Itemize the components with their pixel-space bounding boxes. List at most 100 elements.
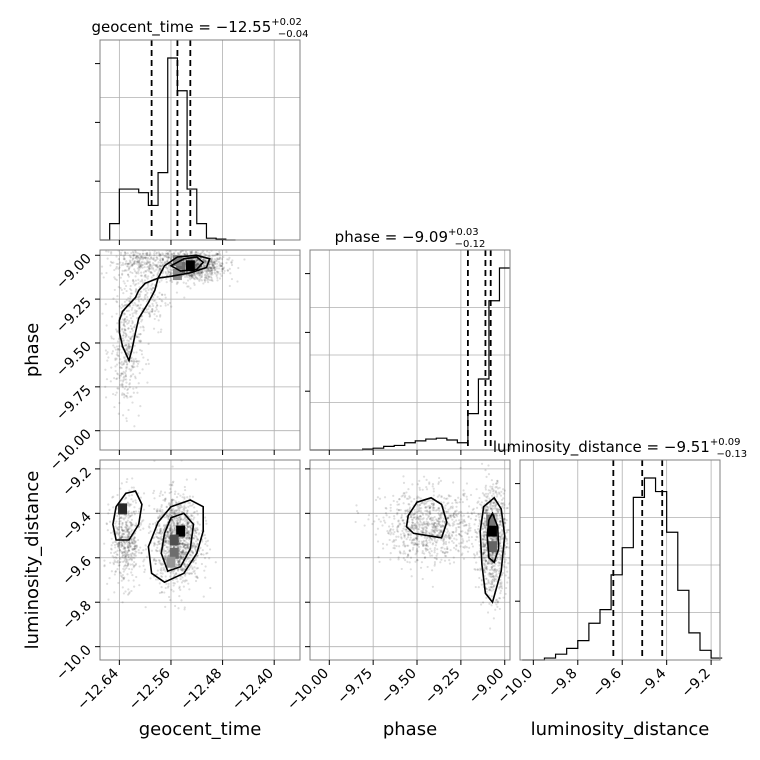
contour bbox=[112, 490, 143, 541]
sample-point bbox=[132, 282, 135, 285]
sample-point bbox=[115, 561, 118, 564]
sample-point bbox=[132, 373, 135, 376]
sample-point bbox=[497, 518, 500, 521]
sample-point bbox=[158, 542, 162, 545]
sample-point bbox=[422, 527, 425, 530]
sample-point bbox=[462, 539, 465, 543]
sample-point bbox=[209, 269, 212, 272]
sample-point bbox=[492, 585, 495, 588]
sample-point bbox=[114, 277, 117, 281]
sample-point bbox=[149, 287, 152, 290]
sample-point bbox=[169, 528, 172, 531]
sample-point bbox=[127, 343, 130, 346]
sample-point bbox=[419, 530, 423, 533]
sample-point bbox=[204, 260, 207, 264]
sample-point bbox=[481, 538, 484, 541]
sample-point bbox=[432, 506, 435, 509]
sample-point bbox=[114, 546, 117, 549]
sample-point bbox=[132, 332, 135, 335]
sample-point bbox=[190, 515, 193, 518]
sample-point bbox=[496, 493, 499, 496]
sample-point bbox=[150, 549, 154, 552]
sample-point bbox=[108, 577, 111, 580]
sample-point bbox=[169, 527, 172, 530]
sample-point bbox=[484, 509, 488, 513]
sample-point bbox=[157, 310, 160, 313]
sample-point bbox=[426, 541, 429, 544]
sample-point bbox=[488, 568, 492, 572]
sample-point bbox=[121, 380, 125, 383]
sample-point bbox=[467, 529, 470, 532]
sample-point bbox=[123, 303, 127, 307]
sample-point bbox=[482, 534, 485, 538]
sample-point bbox=[398, 522, 401, 525]
sample-point bbox=[177, 563, 180, 566]
sample-point bbox=[459, 521, 463, 524]
sample-point bbox=[186, 545, 189, 548]
sample-point bbox=[432, 524, 436, 527]
sample-point bbox=[158, 524, 161, 528]
sample-point bbox=[213, 254, 217, 257]
sample-point bbox=[196, 538, 199, 541]
sample-point bbox=[176, 522, 180, 525]
sample-point bbox=[203, 253, 207, 256]
sample-point bbox=[407, 553, 410, 556]
sample-point bbox=[142, 564, 145, 567]
sample-point bbox=[126, 553, 129, 556]
sample-point bbox=[135, 305, 138, 308]
sample-point bbox=[164, 270, 167, 274]
sample-point bbox=[157, 271, 160, 274]
sample-point bbox=[225, 250, 228, 254]
sample-point bbox=[196, 567, 200, 570]
sample-point bbox=[103, 559, 106, 562]
sample-point bbox=[163, 541, 167, 544]
sample-point bbox=[121, 552, 124, 555]
sample-point bbox=[203, 274, 207, 277]
sample-point bbox=[169, 271, 172, 274]
sample-point bbox=[433, 525, 436, 528]
sample-point bbox=[166, 530, 170, 534]
sample-point bbox=[133, 536, 136, 539]
sample-point bbox=[119, 557, 122, 561]
sample-point bbox=[151, 267, 155, 270]
sample-point bbox=[131, 541, 134, 544]
sample-point bbox=[425, 520, 428, 523]
sample-point bbox=[138, 525, 141, 528]
sample-point bbox=[180, 510, 183, 513]
sample-point bbox=[167, 582, 170, 585]
sample-point bbox=[213, 260, 216, 264]
sample-point bbox=[188, 530, 191, 533]
sample-point bbox=[177, 561, 180, 564]
sample-point bbox=[169, 256, 172, 259]
sample-point bbox=[128, 347, 131, 350]
sample-point bbox=[195, 264, 198, 267]
sample-point bbox=[110, 548, 113, 551]
sample-point bbox=[163, 499, 167, 503]
sample-point bbox=[133, 268, 136, 271]
sample-point bbox=[482, 544, 485, 547]
sample-point bbox=[197, 533, 200, 536]
sample-point bbox=[499, 535, 502, 538]
sample-point bbox=[118, 543, 121, 546]
sample-point bbox=[193, 572, 197, 575]
sample-point bbox=[110, 544, 113, 547]
sample-point bbox=[166, 266, 169, 270]
sample-point bbox=[488, 497, 491, 500]
sample-point bbox=[415, 537, 418, 540]
sample-point bbox=[107, 356, 110, 359]
sample-point bbox=[157, 266, 160, 269]
sample-point bbox=[125, 378, 128, 381]
sample-point bbox=[182, 553, 185, 556]
sample-point bbox=[195, 259, 199, 262]
sample-point bbox=[153, 310, 157, 313]
sample-point bbox=[100, 272, 103, 275]
sample-point bbox=[156, 257, 159, 261]
sample-point bbox=[182, 553, 186, 557]
sample-point bbox=[166, 269, 170, 272]
sample-point bbox=[179, 539, 182, 542]
sample-point bbox=[195, 272, 198, 275]
sample-point bbox=[487, 464, 490, 467]
sample-point bbox=[132, 510, 135, 513]
sample-point bbox=[131, 322, 134, 325]
sample-point bbox=[203, 569, 206, 572]
